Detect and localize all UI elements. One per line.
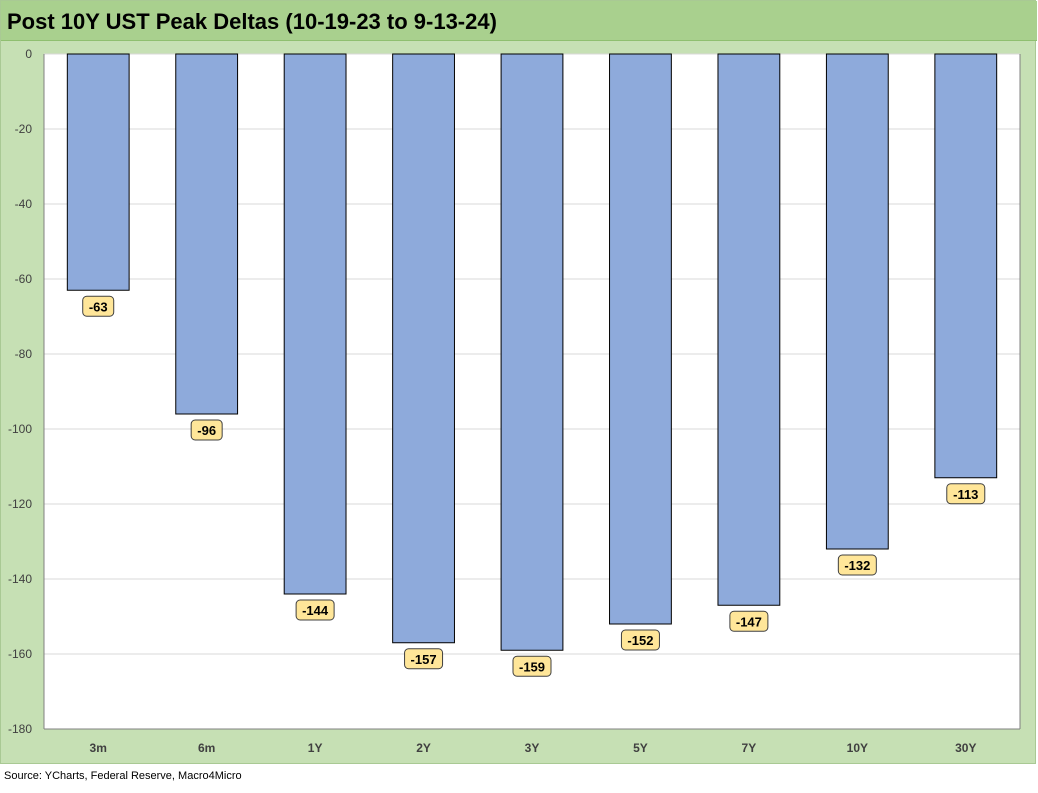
data-label: -159 — [519, 659, 545, 674]
data-label: -132 — [844, 558, 870, 573]
y-tick-label: -180 — [8, 722, 32, 736]
x-tick-label: 7Y — [742, 741, 757, 755]
data-label: -96 — [197, 423, 216, 438]
bar — [500, 53, 564, 651]
data-label: -152 — [627, 633, 653, 648]
x-tick-label: 10Y — [847, 741, 868, 755]
data-label-box — [404, 648, 444, 670]
data-label: -113 — [953, 487, 978, 502]
bar — [175, 53, 239, 415]
bar — [392, 53, 455, 644]
bar — [66, 53, 130, 291]
x-tick-label: 30Y — [955, 741, 976, 755]
y-tick-label: -80 — [15, 347, 33, 361]
data-label: -147 — [736, 614, 762, 629]
data-label-box — [295, 599, 335, 621]
data-label-box — [946, 483, 986, 505]
bar — [283, 53, 347, 595]
data-label-box — [837, 554, 877, 576]
bar — [717, 53, 781, 606]
y-tick-label: -60 — [15, 272, 33, 286]
y-tick-label: 0 — [25, 47, 32, 61]
x-tick-label: 3m — [90, 741, 107, 755]
data-label-box — [620, 629, 660, 651]
x-tick-label: 1Y — [308, 741, 323, 755]
y-tick-label: -20 — [15, 122, 33, 136]
source-note: Source: YCharts, Federal Reserve, Macro4… — [4, 770, 242, 782]
data-label: -157 — [411, 652, 437, 667]
x-tick-label: 2Y — [416, 741, 431, 755]
y-tick-label: -120 — [8, 497, 32, 511]
bar — [934, 53, 998, 479]
data-label-box — [82, 295, 115, 317]
data-label-box — [512, 655, 552, 677]
x-tick-label: 3Y — [525, 741, 540, 755]
y-tick-label: -140 — [8, 572, 32, 586]
x-tick-label: 5Y — [633, 741, 648, 755]
data-label: -144 — [302, 603, 329, 618]
data-label: -63 — [89, 299, 108, 314]
y-tick-label: -40 — [15, 197, 33, 211]
data-label-box — [190, 419, 223, 441]
chart-title: Post 10Y UST Peak Deltas (10-19-23 to 9-… — [7, 9, 497, 34]
data-label-box — [729, 610, 769, 632]
y-tick-label: -160 — [8, 647, 32, 661]
x-tick-label: 6m — [198, 741, 215, 755]
bar — [825, 53, 889, 550]
y-tick-label: -100 — [8, 422, 32, 436]
title-bar: Post 10Y UST Peak Deltas (10-19-23 to 9-… — [1, 1, 1037, 41]
bar — [609, 53, 672, 625]
